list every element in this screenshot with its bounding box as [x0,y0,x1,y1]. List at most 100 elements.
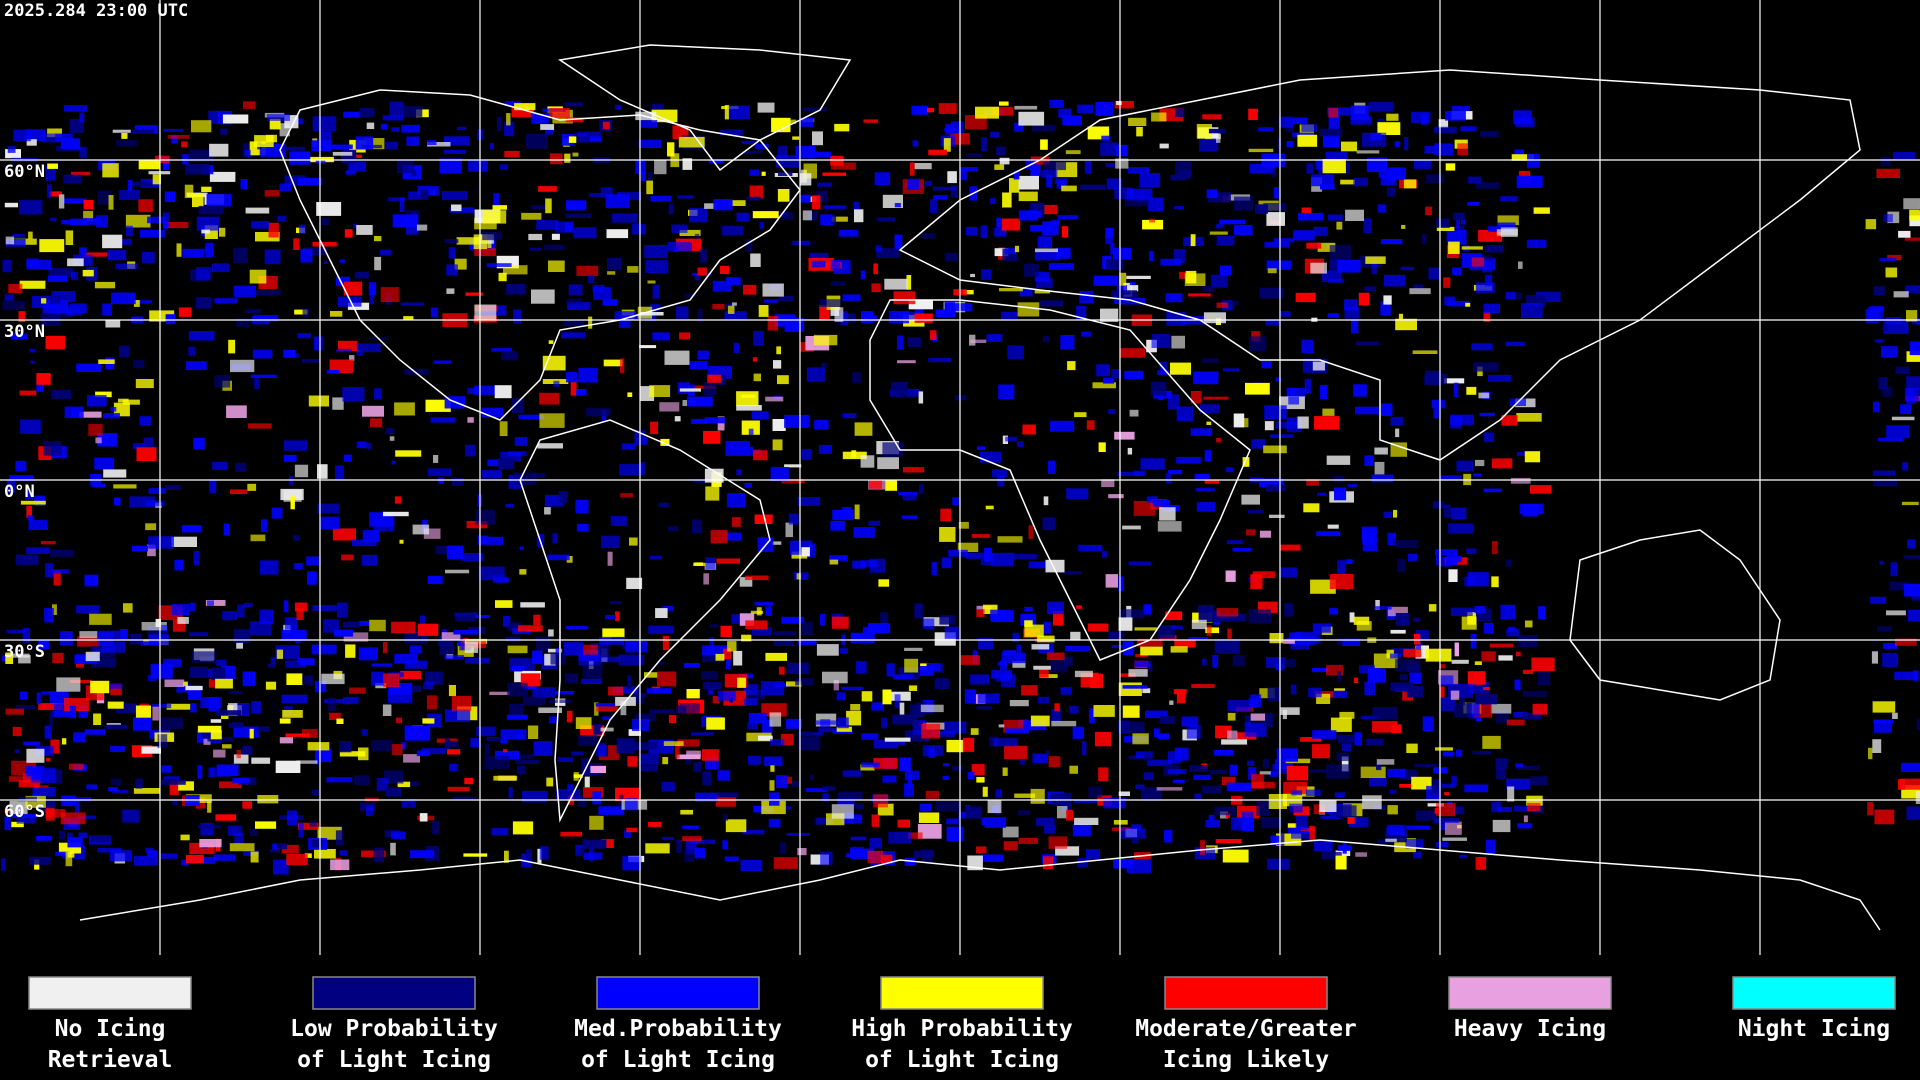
icing-patch [702,653,722,663]
icing-patch [1030,163,1041,178]
icing-patch [1905,285,1920,293]
icing-patch [1420,114,1429,125]
icing-patch [1051,708,1061,722]
icing-patch [1202,114,1222,120]
icing-patch [1034,250,1060,261]
icing-patch [589,815,604,830]
icing-patch [1116,101,1122,105]
icing-patch [904,647,923,651]
icing-patch [724,311,747,321]
icing-patch [208,110,220,124]
icing-patch [1203,396,1229,400]
icing-patch [1072,823,1091,837]
icing-patch [245,308,262,314]
icing-patch [1489,643,1514,648]
icing-patch [860,455,875,468]
icing-patch [182,525,202,533]
icing-patch [408,191,422,200]
icing-patch [1425,174,1445,184]
icing-patch [358,620,369,626]
icing-patch [465,292,483,296]
icing-patch [148,171,171,175]
icing-patch [818,728,843,733]
icing-patch [18,780,40,788]
icing-patch [316,202,342,216]
icing-patch [112,129,131,133]
icing-patch [91,834,111,842]
icing-patch [283,600,289,613]
icing-patch [1372,721,1398,733]
icing-patch [531,113,549,124]
icing-patch [1201,658,1207,666]
icing-patch [127,180,133,191]
icing-patch [901,515,918,519]
icing-patch [822,172,847,176]
icing-patch [560,831,583,837]
icing-patch [104,724,127,729]
icing-patch [989,198,996,204]
icing-patch [214,298,238,304]
icing-patch [58,194,65,209]
icing-patch [178,307,192,317]
icing-patch [586,408,611,417]
icing-patch [703,381,717,396]
icing-patch [110,407,117,412]
icing-patch [255,821,277,829]
icing-patch [84,574,99,587]
icing-patch [141,252,155,264]
icing-patch [555,789,581,801]
icing-patch [1452,806,1465,815]
icing-patch [563,642,584,656]
icing-patch [726,105,750,120]
icing-patch [297,658,303,663]
icing-patch [1877,626,1892,632]
icing-patch [626,577,643,589]
icing-patch [922,618,935,629]
legend-label: High Probability [851,1016,1073,1042]
icing-patch [492,205,507,210]
icing-patch [1221,614,1247,622]
icing-patch [650,195,672,202]
icing-patch [640,171,646,182]
icing-patch [185,164,210,175]
icing-patch [456,126,467,131]
icing-patch [296,760,318,764]
icing-patch [103,469,127,478]
icing-patch [1473,362,1499,372]
icing-patch [336,348,352,353]
icing-patch [110,778,122,786]
icing-patch [1525,620,1533,628]
icing-patch [640,765,658,772]
icing-patch [1035,248,1058,253]
icing-patch [82,218,102,225]
icing-patch [68,763,84,770]
icing-patch [733,446,754,451]
icing-patch [500,729,527,739]
icing-patch [1194,793,1202,799]
icing-patch [904,857,916,866]
icing-patch [207,600,214,606]
icing-patch [335,276,351,287]
icing-patch [1188,637,1209,641]
icing-patch [806,367,825,382]
icing-patch [190,602,196,612]
icing-patch [49,691,69,705]
icing-patch [1882,643,1898,649]
icing-patch [1383,274,1406,287]
icing-patch [1442,837,1467,841]
icing-patch [133,788,160,794]
icing-patch [548,629,554,637]
icing-patch [648,821,662,827]
icing-patch [1506,719,1525,726]
icing-patch [388,689,410,695]
icing-patch [1491,458,1513,469]
icing-patch [1043,856,1054,869]
icing-patch [93,713,102,725]
icing-patch [1145,710,1168,719]
icing-patch [1225,467,1234,473]
icing-patch [544,507,551,515]
icing-patch [888,831,911,844]
icing-patch [533,614,541,626]
icing-patch [1497,806,1513,813]
